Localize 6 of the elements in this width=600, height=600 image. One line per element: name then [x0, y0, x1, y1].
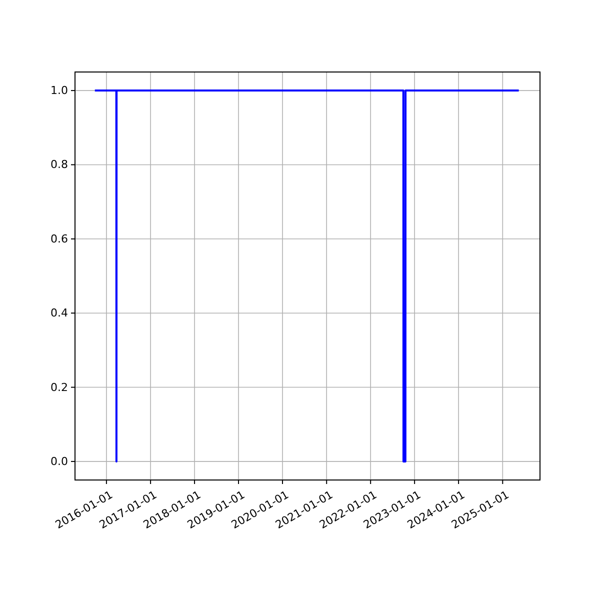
y-tick-label: 0.8	[50, 158, 68, 172]
y-tick-label: 0.0	[50, 454, 68, 468]
y-tick-label: 0.6	[50, 232, 68, 246]
y-tick-label: 0.4	[50, 306, 68, 320]
y-tick-label: 1.0	[50, 84, 68, 98]
y-tick-label: 0.2	[50, 380, 68, 394]
